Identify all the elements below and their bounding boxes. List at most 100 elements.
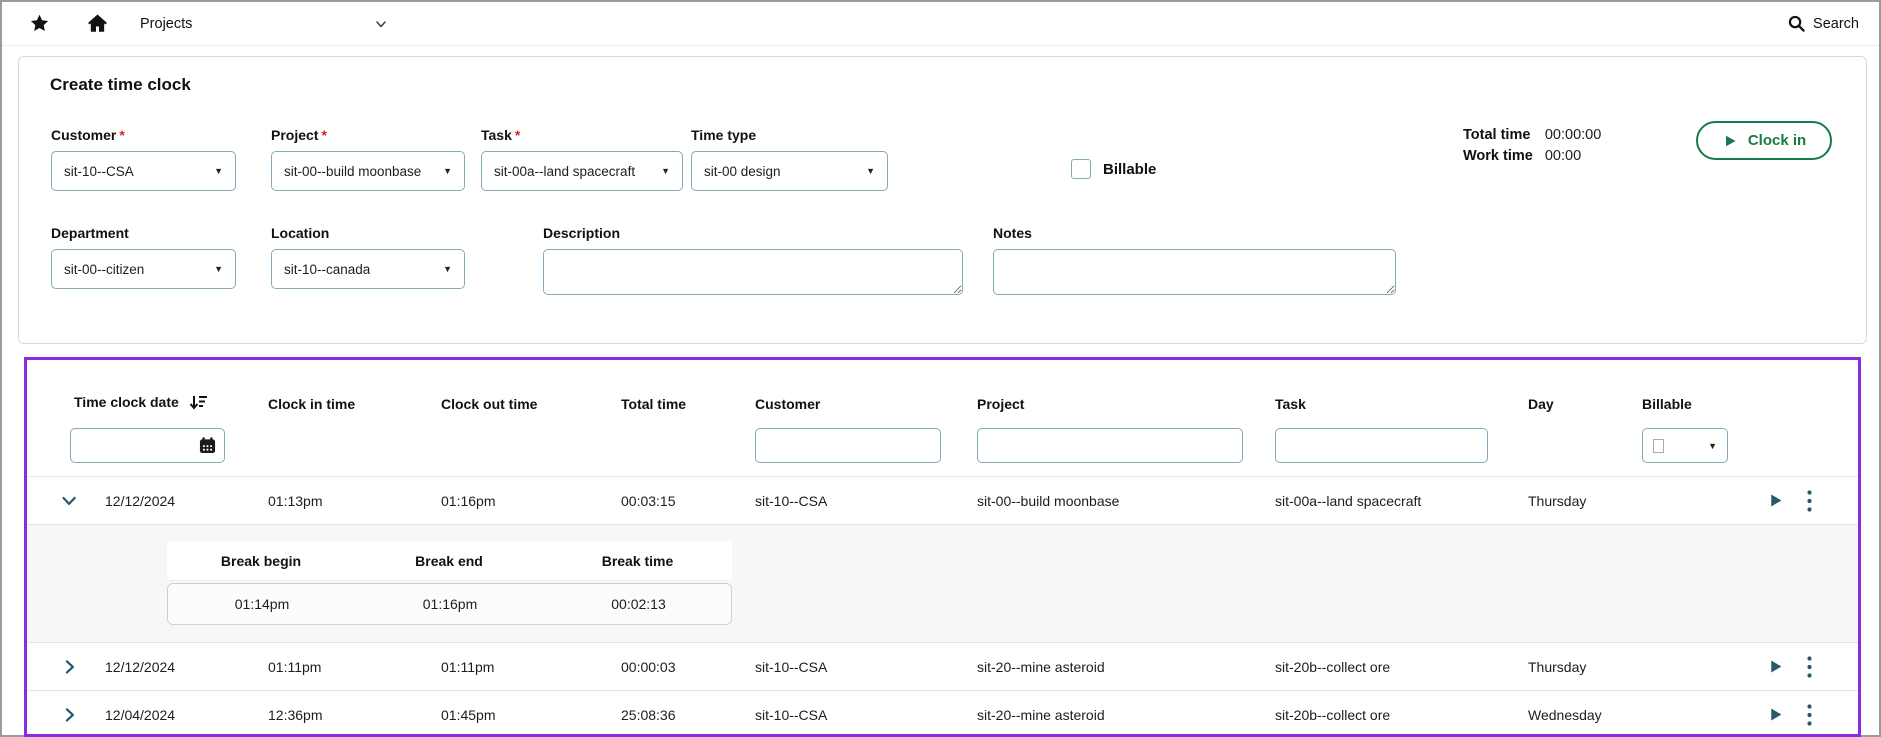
date-filter-input[interactable] [70, 428, 225, 463]
favorites-star-button[interactable] [22, 7, 56, 41]
cell-total-time: 00:00:03 [621, 658, 676, 675]
cell-clock-in-time: 12:36pm [268, 706, 323, 723]
cell-total-time: 25:08:36 [621, 706, 676, 723]
clock-in-button[interactable]: Clock in [1696, 121, 1832, 160]
task-label: Task * [481, 127, 521, 143]
row-menu-button[interactable] [1806, 489, 1813, 513]
billable-checkbox-label: Billable [1103, 160, 1157, 178]
expand-row-button[interactable] [61, 658, 78, 675]
cell-project: sit-20--mine asteroid [977, 658, 1105, 675]
search-label: Search [1813, 15, 1859, 32]
cell-clock-out-time: 01:11pm [441, 658, 495, 675]
cell-time-clock-date: 12/04/2024 [105, 706, 176, 723]
column-header-task: Task [1275, 396, 1306, 412]
break-end-value: 01:16pm [422, 596, 478, 612]
project-select[interactable]: sit-00--build moonbase ▼ [271, 151, 465, 191]
location-label: Location [271, 225, 330, 241]
notes-textarea[interactable] [993, 249, 1396, 295]
billable-field: Billable [1071, 159, 1156, 179]
column-header-clock-in-time: Clock in time [268, 396, 356, 412]
column-header-customer: Customer [755, 396, 821, 412]
cell-task: sit-20b--collect ore [1275, 706, 1391, 723]
play-row-button[interactable] [1767, 706, 1784, 723]
project-filter-input[interactable] [977, 428, 1243, 463]
select-caret-icon: ▼ [661, 166, 670, 176]
cell-customer: sit-10--CSA [755, 492, 828, 509]
cell-project: sit-00--build moonbase [977, 492, 1120, 509]
sort-descending-button[interactable] [187, 392, 209, 412]
work-time-value: 00:00 [1544, 148, 1582, 164]
cell-customer: sit-10--CSA [755, 706, 828, 723]
total-time-value: 00:00:00 [1544, 127, 1602, 143]
table-body: 12/12/2024 01:13pm 01:16pm 00:03:15 sit-… [27, 476, 1858, 734]
select-caret-icon: ▼ [214, 166, 223, 176]
cell-clock-out-time: 01:45pm [441, 706, 496, 723]
nav-dropdown-value: Projects [140, 15, 193, 32]
time-clock-row-group: 12/04/2024 12:36pm 01:45pm 25:08:36 sit-… [27, 690, 1858, 734]
time-type-label: Time type [691, 127, 757, 143]
total-time-label: Total time [1463, 127, 1531, 143]
table-header-row: Time clock date Clock in time Clock out … [27, 360, 1858, 420]
billable-checkbox[interactable] [1071, 159, 1091, 179]
break-table-header: Break begin Break end Break time [167, 541, 732, 581]
row-menu-button[interactable] [1806, 703, 1813, 727]
play-icon [1722, 133, 1738, 149]
table-row: 12/04/2024 12:36pm 01:45pm 25:08:36 sit-… [27, 690, 1858, 734]
billable-filter-select[interactable]: ▼ [1642, 428, 1728, 463]
description-textarea[interactable] [543, 249, 963, 295]
task-filter-input[interactable] [1275, 428, 1488, 463]
calendar-icon[interactable] [197, 435, 218, 456]
row-menu-button[interactable] [1806, 655, 1813, 679]
select-caret-icon: ▼ [1708, 440, 1717, 451]
break-details-section: Break begin Break end Break time 01:14pm… [27, 524, 1858, 642]
expand-row-button[interactable] [61, 492, 78, 509]
time-type-select[interactable]: sit-00 design ▼ [691, 151, 888, 191]
department-select[interactable]: sit-00--citizen ▼ [51, 249, 236, 289]
cell-time-clock-date: 12/12/2024 [105, 492, 176, 509]
department-select-value: sit-00--citizen [64, 261, 145, 277]
time-totals: Total time 00:00:00 Work time 00:00 [1463, 127, 1601, 164]
cell-clock-out-time: 01:16pm [441, 492, 496, 509]
task-select[interactable]: sit-00a--land spacecraft ▼ [481, 151, 683, 191]
table-filter-row: ▼ [27, 420, 1858, 476]
time-type-select-value: sit-00 design [704, 163, 781, 179]
cell-clock-in-time: 01:13pm [268, 492, 323, 509]
location-select-value: sit-10--canada [284, 261, 371, 277]
select-caret-icon: ▼ [443, 264, 452, 274]
table-row: 12/12/2024 01:13pm 01:16pm 00:03:15 sit-… [27, 476, 1858, 524]
time-clock-row-group: 12/12/2024 01:11pm 01:11pm 00:00:03 sit-… [27, 642, 1858, 690]
create-time-clock-panel: Create time clock Customer * Project * Tas… [18, 56, 1867, 344]
break-time-value: 00:02:13 [611, 596, 666, 612]
cell-day: Thursday [1528, 492, 1587, 509]
select-caret-icon: ▼ [866, 166, 875, 176]
required-marker: * [514, 127, 521, 143]
home-icon [86, 12, 109, 35]
location-select[interactable]: sit-10--canada ▼ [271, 249, 465, 289]
customer-label: Customer * [51, 127, 125, 143]
department-label: Department [51, 225, 129, 241]
play-row-button[interactable] [1767, 658, 1784, 675]
break-begin-value: 01:14pm [234, 596, 290, 612]
star-icon [29, 13, 50, 34]
task-select-value: sit-00a--land spacecraft [494, 163, 636, 179]
billable-filter-placeholder-box [1653, 438, 1664, 453]
column-header-time-clock-date: Time clock date [27, 392, 240, 412]
required-marker: * [119, 127, 125, 143]
customer-filter-input[interactable] [755, 428, 941, 463]
description-label: Description [543, 225, 621, 241]
cell-clock-in-time: 01:11pm [268, 658, 322, 675]
expand-row-button[interactable] [61, 706, 78, 723]
cell-project: sit-20--mine asteroid [977, 706, 1105, 723]
clock-in-button-label: Clock in [1747, 132, 1807, 149]
play-row-button[interactable] [1767, 492, 1784, 509]
cell-customer: sit-10--CSA [755, 658, 828, 675]
search-button[interactable]: Search [1787, 14, 1859, 33]
select-caret-icon: ▼ [443, 166, 452, 176]
customer-select[interactable]: sit-10--CSA ▼ [51, 151, 236, 191]
cell-task: sit-00a--land spacecraft [1275, 492, 1422, 509]
required-marker: * [321, 127, 327, 143]
projects-nav-dropdown[interactable]: Projects [140, 16, 388, 32]
project-label: Project * [271, 127, 327, 143]
select-caret-icon: ▼ [214, 264, 223, 274]
home-button[interactable] [80, 7, 114, 41]
